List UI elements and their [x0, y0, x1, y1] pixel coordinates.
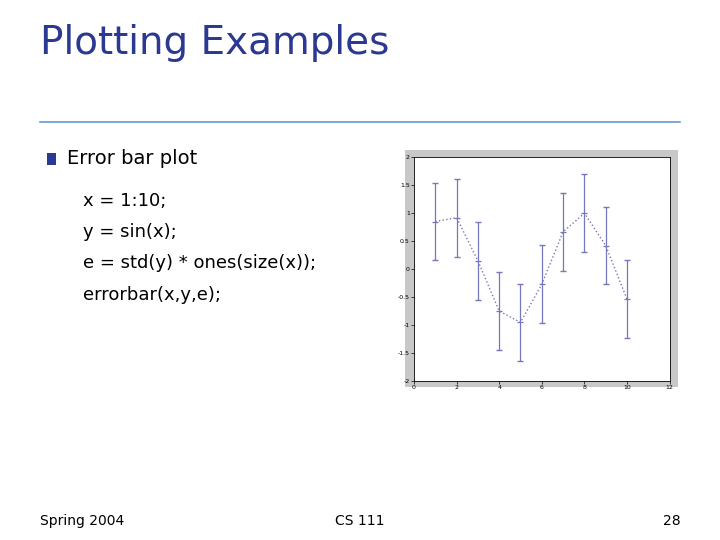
Text: errorbar(x,y,e);: errorbar(x,y,e);: [83, 286, 221, 303]
Text: Error bar plot: Error bar plot: [67, 148, 197, 168]
Text: x = 1:10;: x = 1:10;: [83, 192, 166, 210]
Text: y = sin(x);: y = sin(x);: [83, 223, 176, 241]
FancyBboxPatch shape: [47, 153, 56, 165]
Text: CS 111: CS 111: [336, 514, 384, 528]
Text: 28: 28: [663, 514, 680, 528]
Text: Plotting Examples: Plotting Examples: [40, 24, 389, 62]
FancyBboxPatch shape: [405, 150, 678, 387]
Text: Spring 2004: Spring 2004: [40, 514, 124, 528]
Text: e = std(y) * ones(size(x));: e = std(y) * ones(size(x));: [83, 254, 316, 272]
